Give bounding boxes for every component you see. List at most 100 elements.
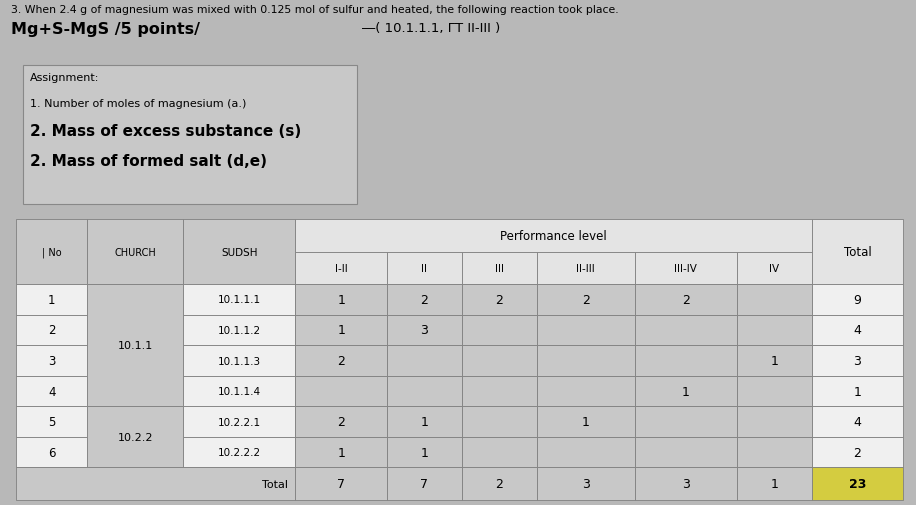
Bar <box>462 437 537 468</box>
Text: 1: 1 <box>337 293 345 307</box>
Text: 1: 1 <box>854 385 861 398</box>
Bar <box>635 376 736 407</box>
Bar <box>16 345 87 376</box>
Text: | No: | No <box>42 247 61 258</box>
Bar <box>635 468 736 500</box>
Text: III-IV: III-IV <box>674 264 697 273</box>
Bar <box>16 376 87 407</box>
Bar <box>295 437 387 468</box>
Text: 1: 1 <box>682 385 690 398</box>
Text: 3. When 2.4 g of magnesium was mixed with 0.125 mol of sulfur and heated, the fo: 3. When 2.4 g of magnesium was mixed wit… <box>11 5 618 15</box>
Text: Total: Total <box>844 245 871 259</box>
Bar <box>387 285 462 315</box>
Text: 1. Number of moles of magnesium (a.): 1. Number of moles of magnesium (a.) <box>30 98 246 109</box>
Text: 10.1.1.4: 10.1.1.4 <box>218 386 261 396</box>
Text: 2: 2 <box>337 355 345 367</box>
Text: II: II <box>421 264 428 273</box>
Bar <box>812 468 903 500</box>
Bar <box>295 285 387 315</box>
Bar <box>16 407 87 437</box>
Bar <box>462 315 537 345</box>
Text: 2. Mass of excess substance (s): 2. Mass of excess substance (s) <box>30 124 301 139</box>
Bar <box>462 407 537 437</box>
Text: 2: 2 <box>854 446 861 459</box>
Text: Assignment:: Assignment: <box>30 73 100 83</box>
Bar <box>183 376 295 407</box>
Bar <box>736 437 812 468</box>
Bar <box>537 315 635 345</box>
Text: I-II: I-II <box>335 264 347 273</box>
Bar <box>87 285 183 407</box>
Text: 10.1.1.2: 10.1.1.2 <box>218 325 261 335</box>
Text: 5: 5 <box>49 415 56 428</box>
Text: 1: 1 <box>582 415 590 428</box>
Bar <box>736 345 812 376</box>
Bar <box>812 220 903 285</box>
Bar <box>16 437 87 468</box>
Text: 2: 2 <box>496 293 503 307</box>
Bar <box>812 437 903 468</box>
Bar <box>736 407 812 437</box>
Text: 7: 7 <box>337 477 345 490</box>
Bar <box>462 285 537 315</box>
Text: 10.1.1.3: 10.1.1.3 <box>218 356 261 366</box>
Bar <box>183 407 295 437</box>
Bar <box>462 345 537 376</box>
Bar <box>812 376 903 407</box>
Bar <box>736 285 812 315</box>
Text: 3: 3 <box>420 324 429 337</box>
Text: 10.1.1: 10.1.1 <box>117 340 153 350</box>
Text: 1: 1 <box>420 415 429 428</box>
Text: 1: 1 <box>49 293 56 307</box>
Text: 1: 1 <box>770 477 778 490</box>
Bar <box>183 345 295 376</box>
Bar <box>87 220 183 285</box>
Bar <box>387 376 462 407</box>
Bar <box>387 407 462 437</box>
Bar <box>295 315 387 345</box>
Bar <box>183 285 295 315</box>
Bar <box>812 315 903 345</box>
Bar <box>812 407 903 437</box>
Bar <box>635 437 736 468</box>
Text: 10.2.2.1: 10.2.2.1 <box>218 417 261 427</box>
Text: 4: 4 <box>854 324 861 337</box>
Text: 10.1.1.1: 10.1.1.1 <box>218 295 261 305</box>
Bar <box>183 315 295 345</box>
Bar <box>462 252 537 285</box>
Bar <box>736 468 812 500</box>
Bar <box>537 345 635 376</box>
Text: III: III <box>495 264 504 273</box>
Bar <box>537 285 635 315</box>
Bar <box>387 315 462 345</box>
Bar <box>635 345 736 376</box>
Bar <box>16 468 295 500</box>
Bar <box>295 220 812 252</box>
Bar <box>183 437 295 468</box>
Text: Mg+S-MgS /5 points/: Mg+S-MgS /5 points/ <box>11 22 200 37</box>
Text: 10.2.2: 10.2.2 <box>117 432 153 442</box>
Bar <box>537 468 635 500</box>
Bar <box>295 252 387 285</box>
Text: SUDSH: SUDSH <box>221 247 257 257</box>
Text: 4: 4 <box>854 415 861 428</box>
Text: 2: 2 <box>49 324 56 337</box>
Text: 2: 2 <box>496 477 503 490</box>
Bar <box>462 468 537 500</box>
Bar <box>537 252 635 285</box>
Text: Performance level: Performance level <box>500 229 607 242</box>
Text: 1: 1 <box>337 446 345 459</box>
Text: 3: 3 <box>49 355 56 367</box>
Text: 2: 2 <box>582 293 590 307</box>
Text: II-III: II-III <box>576 264 595 273</box>
Text: CHURCH: CHURCH <box>114 247 156 257</box>
Text: 4: 4 <box>49 385 56 398</box>
Bar <box>635 315 736 345</box>
Bar <box>635 407 736 437</box>
Text: 2: 2 <box>420 293 429 307</box>
Bar <box>635 285 736 315</box>
Bar <box>16 315 87 345</box>
Bar <box>16 285 87 315</box>
Text: Total: Total <box>262 479 288 489</box>
Bar <box>295 468 387 500</box>
